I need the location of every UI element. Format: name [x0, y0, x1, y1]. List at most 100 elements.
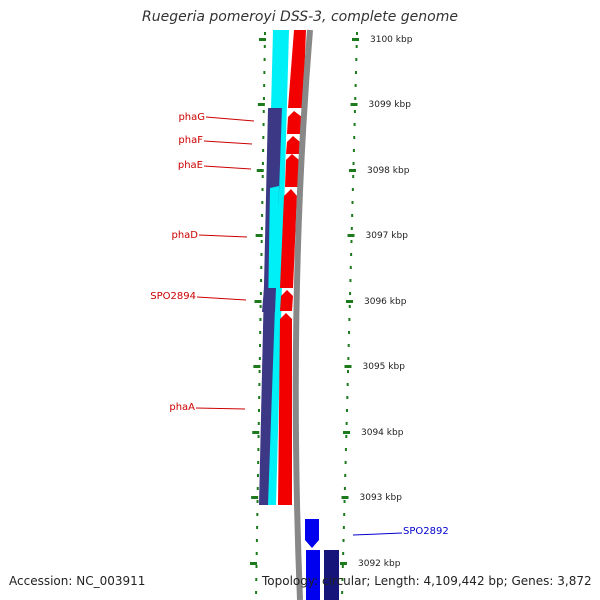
outer-tick [356, 32, 358, 35]
gene-leader-line [203, 165, 252, 170]
inner-tick [256, 526, 259, 529]
gene-label: phaE [178, 160, 203, 171]
major-tick-inner [254, 300, 262, 303]
inner-tick [255, 591, 258, 594]
scale-label: 3092 kbp [358, 559, 401, 569]
outer-tick [342, 552, 345, 555]
inner-tick [262, 123, 265, 126]
outer-tick [342, 526, 345, 529]
major-tick-outer [349, 169, 356, 172]
inner-tick [261, 201, 264, 204]
inner-tick [260, 253, 263, 256]
inner-tick [261, 188, 264, 191]
outer-tick [344, 461, 347, 464]
outer-tick [350, 227, 353, 230]
gene-label: SPO2892 [403, 526, 449, 537]
scale-label: 3093 kbp [360, 493, 403, 503]
navy-block [262, 288, 276, 312]
gene-leader-line [352, 532, 403, 536]
gene-leader-line [196, 296, 247, 301]
outer-tick [349, 292, 352, 295]
outer-tick [349, 279, 352, 282]
inner-tick [258, 383, 261, 386]
scale-label: 3097 kbp [366, 231, 409, 241]
topology-text: Topology: circular; Length: 4,109,442 bp… [262, 574, 592, 588]
major-tick-outer [344, 365, 352, 368]
outer-tick [351, 188, 354, 191]
outer-tick [341, 578, 344, 581]
outer-tick [351, 214, 354, 217]
outer-tick [354, 71, 357, 74]
outer-tick [347, 370, 350, 373]
outer-tick [343, 513, 346, 516]
gene-label: phaA [169, 402, 195, 413]
inner-tick [258, 396, 261, 399]
inner-tick [261, 214, 264, 217]
outer-tick [345, 409, 348, 412]
outer-tick [347, 344, 350, 347]
inner-tick [260, 279, 263, 282]
feature-labels: 3100 kbp 3099 kbp 3098 kbp 3097 kbp 3096 kbp… [150, 35, 448, 569]
major-tick-inner [251, 496, 259, 499]
major-tick-outer [341, 496, 349, 499]
inner-tick [256, 513, 259, 516]
outer-tick [348, 305, 351, 308]
outer-tick [341, 565, 344, 568]
gene-leader-line [203, 140, 253, 145]
major-tick-inner [250, 562, 257, 565]
scale-label: 3100 kbp [370, 35, 413, 45]
inner-tick [255, 539, 258, 542]
inner-tick [259, 331, 262, 334]
inner-tick [257, 409, 260, 412]
inner-tick [257, 448, 260, 451]
scale-label: 3096 kbp [364, 297, 407, 307]
gene-label: SPO2894 [150, 291, 196, 302]
outer-tick [343, 487, 346, 490]
major-tick-inner [259, 38, 266, 41]
darkblue-feature [324, 550, 339, 600]
inner-tick [260, 227, 263, 230]
red-feature [280, 290, 293, 311]
outer-tick [349, 266, 352, 269]
inner-tick [256, 487, 259, 490]
inner-tick [255, 552, 258, 555]
outer-tick [351, 201, 354, 204]
major-tick-inner [255, 234, 263, 237]
inner-tick [258, 357, 261, 360]
outer-tick [355, 58, 358, 61]
inner-tick [255, 578, 258, 581]
major-tick-outer [352, 38, 359, 41]
outer-tick [350, 240, 353, 243]
major-tick-outer [346, 300, 353, 303]
tick-marks [250, 32, 359, 594]
outer-tick [355, 45, 358, 48]
red-feature [278, 313, 292, 505]
inner-tick [263, 58, 266, 61]
outer-tick [345, 422, 348, 425]
inner-tick [260, 240, 263, 243]
red-feature [285, 154, 299, 187]
scale-label: 3094 kbp [361, 428, 404, 438]
outer-tick [341, 591, 344, 594]
inner-tick [259, 305, 262, 308]
backbone-line [292, 29, 313, 600]
blue-feature [306, 550, 320, 600]
outer-tick [346, 396, 349, 399]
accession-text: Accession: NC_003911 [9, 574, 146, 588]
outer-tick [350, 253, 353, 256]
major-tick-outer [343, 431, 350, 434]
gene-leader-line [195, 407, 246, 410]
major-tick-outer [347, 234, 355, 237]
inner-tick [259, 318, 262, 321]
major-tick-inner [257, 103, 265, 106]
inner-tick [261, 162, 264, 165]
outer-tick [348, 331, 351, 334]
inner-tick [263, 45, 266, 48]
red-feature [287, 111, 302, 134]
inner-tick [262, 110, 265, 113]
outer-tick [353, 110, 356, 113]
inner-tick [256, 500, 259, 503]
gene-leader-line [198, 234, 248, 238]
scale-label: 3099 kbp [369, 100, 412, 110]
